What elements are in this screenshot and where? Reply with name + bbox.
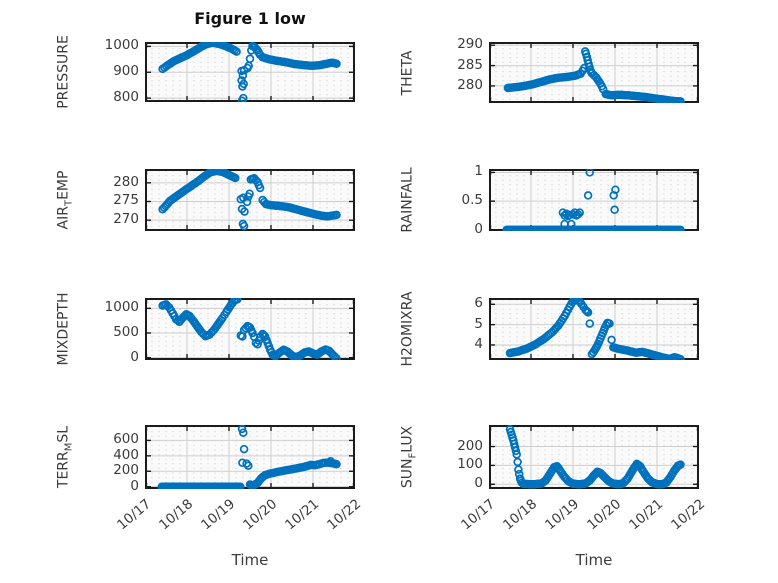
y-tick-label: 270 bbox=[113, 211, 139, 228]
x-axis-title-right: Time bbox=[575, 551, 613, 569]
scatter-series-rainfall bbox=[502, 169, 685, 231]
subplot-sun-flux: SUNFLUX 0 100 200 bbox=[400, 425, 699, 491]
subplot-terr-msl: TERRMSL 0 200 400 600 bbox=[56, 425, 355, 494]
y-tick-label: 290 bbox=[457, 36, 483, 53]
y-axis-label-air-temp: AIRTEMP bbox=[55, 170, 75, 230]
y-tick-label: 400 bbox=[113, 446, 139, 463]
y-axis-label-h2omixra: H2OMIXRA bbox=[399, 291, 416, 367]
y-tick-label: 0 bbox=[130, 348, 139, 365]
x-axis-ticks-right: 10/17 10/18 10/19 10/20 10/21 10/22 bbox=[458, 490, 708, 552]
y-tick-label: 0 bbox=[474, 475, 483, 492]
y-tick-label: 0 bbox=[130, 477, 139, 494]
x-axis-title-left: Time bbox=[231, 551, 269, 569]
subplot-air-temp: AIRTEMP 270 275 280 bbox=[56, 169, 355, 231]
scatter-series-air_temp bbox=[158, 169, 341, 231]
y-axis-label-sun-flux: SUNFLUX bbox=[399, 425, 419, 489]
plot-area-mixdepth bbox=[145, 298, 355, 360]
plot-area-rainfall bbox=[489, 169, 699, 231]
y-tick-label: 0.5 bbox=[461, 192, 483, 209]
plot-area-air_temp bbox=[145, 169, 355, 231]
y-tick-label: 4 bbox=[474, 335, 483, 352]
x-tick-label: 10/18 bbox=[156, 496, 197, 534]
subplot-h2omixra: H2OMIXRA 4 5 6 bbox=[400, 292, 699, 367]
plot-area-theta bbox=[489, 42, 699, 103]
plot-area-terr_msl bbox=[145, 425, 355, 489]
y-tick-label: 1000 bbox=[104, 299, 139, 316]
x-axis-ticks-left: 10/17 10/18 10/19 10/20 10/21 10/22 bbox=[114, 490, 364, 552]
plot-area-h2omixra bbox=[489, 298, 699, 360]
subplot-theta: THETA 280 285 290 bbox=[400, 36, 699, 103]
y-tick-label: 900 bbox=[113, 63, 139, 80]
subplot-rainfall: RAINFALL 0 0.5 1 bbox=[400, 163, 699, 237]
plot-area-sun_flux bbox=[489, 425, 699, 489]
y-tick-label: 280 bbox=[457, 76, 483, 93]
x-tick-label: 10/22 bbox=[668, 496, 709, 534]
y-tick-label: 6 bbox=[474, 295, 483, 312]
y-tick-label: 200 bbox=[113, 462, 139, 479]
y-axis-label-rainfall: RAINFALL bbox=[399, 167, 416, 233]
y-tick-label: 275 bbox=[113, 192, 139, 209]
y-axis-label-terr-msl: TERRMSL bbox=[55, 425, 75, 489]
y-axis-label-mixdepth: MIXDEPTH bbox=[55, 292, 72, 366]
x-tick-label: 10/19 bbox=[542, 496, 583, 534]
x-tick-label: 10/20 bbox=[584, 496, 625, 534]
y-axis-label-pressure: PRESSURE bbox=[55, 35, 72, 109]
x-tick-label: 10/22 bbox=[324, 496, 365, 534]
scatter-series-mixdepth bbox=[158, 298, 341, 360]
scatter-series-sun_flux bbox=[505, 425, 685, 489]
y-tick-label: 100 bbox=[457, 456, 483, 473]
y-tick-label: 200 bbox=[457, 437, 483, 454]
y-tick-label: 285 bbox=[457, 56, 483, 73]
scatter-series-theta bbox=[503, 47, 685, 103]
x-tick-label: 10/19 bbox=[198, 496, 239, 534]
figure-title: Figure 1 low bbox=[194, 9, 306, 28]
subplot-mixdepth: MIXDEPTH 0 500 1000 bbox=[56, 293, 355, 365]
x-tick-label: 10/20 bbox=[240, 496, 281, 534]
x-tick-label: 10/18 bbox=[500, 496, 541, 534]
scatter-series-terr_msl bbox=[157, 425, 341, 489]
x-tick-label: 10/21 bbox=[626, 496, 667, 534]
x-tick-label: 10/17 bbox=[458, 496, 499, 534]
scatter-series-h2omixra bbox=[505, 298, 685, 360]
subplot-pressure: PRESSURE 800 900 1000 bbox=[56, 35, 355, 109]
y-tick-label: 600 bbox=[113, 431, 139, 448]
x-tick-label: 10/21 bbox=[282, 496, 323, 534]
y-tick-label: 1 bbox=[474, 163, 483, 180]
y-axis-label-theta: THETA bbox=[399, 50, 416, 95]
y-tick-label: 280 bbox=[113, 173, 139, 190]
y-tick-label: 0 bbox=[474, 220, 483, 237]
y-tick-label: 1000 bbox=[104, 37, 139, 54]
x-tick-label: 10/17 bbox=[114, 496, 155, 534]
scatter-series-pressure bbox=[158, 42, 341, 102]
y-tick-label: 500 bbox=[113, 323, 139, 340]
y-tick-label: 800 bbox=[113, 89, 139, 106]
y-tick-label: 5 bbox=[474, 315, 483, 332]
plot-area-pressure bbox=[145, 42, 355, 102]
